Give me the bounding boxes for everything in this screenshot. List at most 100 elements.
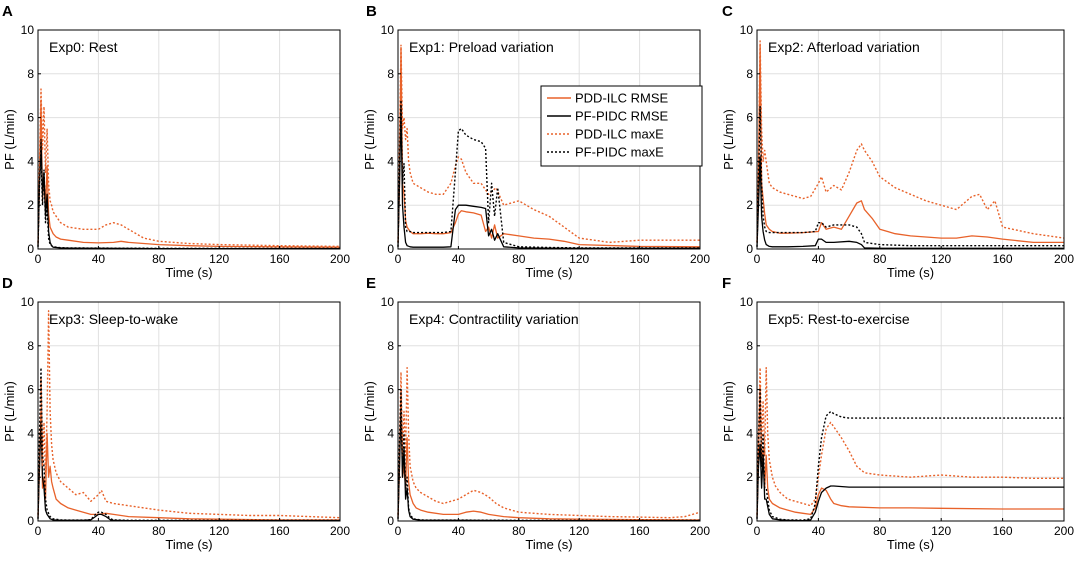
series-line-pf-pidc-rmse: [756, 443, 1064, 522]
series-line-pdd-ilc-maxe: [397, 367, 701, 519]
axes-box: [397, 301, 701, 522]
plot-area: [38, 30, 340, 249]
x-tick-label: 0: [35, 252, 42, 266]
x-tick-label: 0: [754, 524, 761, 538]
legend: PDD-ILC RMSE PF-PIDC RMSE PDD-ILC maxE PF-P…: [540, 85, 703, 167]
axes-box: [37, 301, 341, 522]
series-line-pf-pidc-maxe: [756, 388, 1064, 521]
x-tick-label: 0: [754, 252, 761, 266]
x-axis-label: Time (s): [165, 265, 212, 280]
plot-area: [757, 302, 1064, 521]
panel-letter: E: [366, 275, 376, 292]
x-tick-label: 40: [92, 524, 106, 538]
series-line-pdd-ilc-maxe: [37, 88, 341, 248]
legend-entry: PDD-ILC RMSE: [575, 91, 669, 106]
axes-box: [37, 29, 341, 250]
x-tick-label: 160: [630, 524, 650, 538]
y-tick-label: 4: [746, 154, 753, 168]
panel-title: Exp3: Sleep-to-wake: [49, 311, 178, 327]
y-tick-label: 8: [27, 339, 34, 353]
y-tick-label: 2: [746, 470, 753, 484]
panel-c: 0 40 80 120 160 200 0 2 4 6 8 10 Time (s) PF (L/min) E…: [721, 3, 1074, 280]
x-tick-label: 200: [690, 524, 710, 538]
y-axis-label: PF (L/min): [362, 381, 377, 442]
panel-title: Exp1: Preload variation: [409, 39, 554, 55]
x-tick-label: 160: [630, 252, 650, 266]
panel-letter: A: [2, 3, 13, 20]
x-tick-label: 80: [873, 524, 887, 538]
y-tick-label: 0: [27, 242, 34, 256]
y-tick-label: 10: [740, 295, 754, 309]
panel-letter: B: [366, 3, 377, 20]
y-tick-label: 2: [746, 198, 753, 212]
x-axis-label: Time (s): [165, 537, 212, 552]
plot-area: [398, 302, 700, 521]
x-tick-label: 0: [35, 524, 42, 538]
x-tick-label: 200: [330, 252, 350, 266]
x-tick-label: 120: [569, 252, 589, 266]
y-tick-label: 10: [381, 295, 395, 309]
x-tick-label: 0: [395, 252, 402, 266]
y-tick-label: 6: [27, 383, 34, 397]
panel-a: 0 40 80 120 160 200 0 2 4 6 8 10 Time (s) PF (L/min) E…: [2, 3, 350, 280]
y-tick-label: 0: [387, 242, 394, 256]
y-tick-label: 4: [27, 154, 34, 168]
series-line-pf-pidc-rmse: [397, 106, 700, 249]
y-tick-label: 10: [381, 23, 395, 37]
y-tick-label: 8: [746, 67, 753, 81]
y-tick-label: 8: [746, 339, 753, 353]
panel-b: 0 40 80 120 160 200 0 2 4 6 8 10 Time (s) PF (L/min) E…: [362, 3, 710, 280]
x-tick-label: 80: [873, 252, 887, 266]
y-tick-label: 2: [27, 198, 34, 212]
series-line-pf-pidc-maxe: [756, 106, 1064, 247]
y-axis-label: PF (L/min): [721, 109, 736, 170]
series-line-pdd-ilc-maxe: [37, 310, 341, 519]
x-axis-label: Time (s): [525, 265, 572, 280]
series-line-pf-pidc-maxe: [37, 156, 340, 249]
y-axis-label: PF (L/min): [721, 381, 736, 442]
x-tick-label: 200: [1054, 252, 1074, 266]
x-tick-label: 200: [1054, 524, 1074, 538]
series-line-pdd-ilc-rmse: [756, 44, 1064, 244]
x-tick-label: 80: [512, 524, 526, 538]
y-tick-label: 4: [746, 426, 753, 440]
panel-e: 0 40 80 120 160 200 0 2 4 6 8 10 Time (s) PF (L/min) E…: [362, 275, 710, 552]
axes-box: [756, 301, 1065, 522]
x-tick-label: 120: [931, 524, 951, 538]
y-tick-label: 10: [21, 23, 35, 37]
x-tick-label: 40: [452, 252, 466, 266]
y-axis-label: PF (L/min): [362, 109, 377, 170]
plot-area: [38, 302, 340, 521]
y-tick-label: 0: [387, 514, 394, 528]
y-axis-label: PF (L/min): [2, 109, 17, 170]
y-tick-label: 10: [21, 295, 35, 309]
x-axis-label: Time (s): [525, 537, 572, 552]
y-tick-label: 2: [27, 470, 34, 484]
series-line-pf-pidc-maxe: [397, 99, 700, 249]
y-tick-label: 4: [387, 426, 394, 440]
panel-title: Exp5: Rest-to-exercise: [768, 311, 910, 327]
y-tick-label: 8: [27, 67, 34, 81]
y-axis-label: PF (L/min): [2, 381, 17, 442]
x-tick-label: 40: [812, 524, 826, 538]
panel-d: 0 40 80 120 160 200 0 2 4 6 8 10 Time (s) PF (L/min) E…: [2, 275, 350, 552]
axes-box: [756, 29, 1065, 250]
x-tick-label: 200: [690, 252, 710, 266]
y-tick-label: 10: [740, 23, 754, 37]
plot-area: [757, 30, 1064, 249]
legend-entry: PF-PIDC RMSE: [575, 109, 669, 124]
panel-f: 0 40 80 120 160 200 0 2 4 6 8 10 Time (s) PF (L/min) E…: [721, 275, 1074, 552]
x-tick-label: 80: [152, 252, 166, 266]
x-tick-label: 160: [270, 524, 290, 538]
panel-title: Exp4: Contractility variation: [409, 311, 579, 327]
y-tick-label: 6: [387, 111, 394, 125]
x-tick-label: 160: [993, 252, 1013, 266]
y-tick-label: 8: [387, 339, 394, 353]
panel-title: Exp0: Rest: [49, 39, 118, 55]
x-axis-label: Time (s): [887, 537, 934, 552]
y-tick-label: 0: [746, 514, 753, 528]
x-tick-label: 120: [569, 524, 589, 538]
x-tick-label: 80: [152, 524, 166, 538]
x-tick-label: 160: [270, 252, 290, 266]
